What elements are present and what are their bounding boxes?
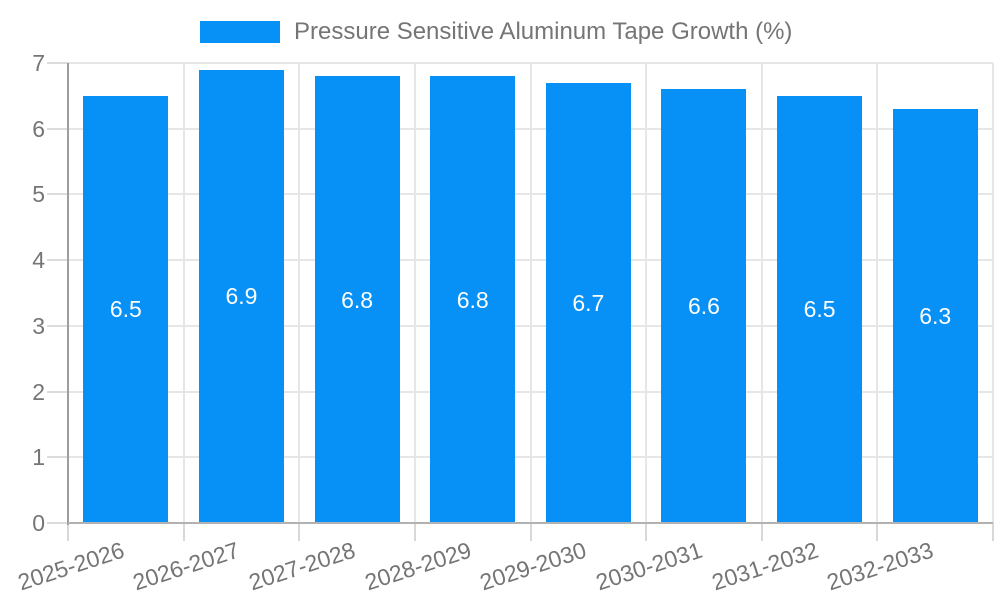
y-axis-tick-label: 6 — [32, 115, 45, 142]
bar[interactable]: 6.6 — [661, 89, 747, 523]
y-axis-tick-label: 3 — [32, 312, 45, 339]
y-axis-tick-label: 0 — [32, 510, 45, 536]
y-axis-tick — [47, 259, 68, 262]
y-axis-tick-label: 4 — [32, 247, 45, 274]
y-axis-tick — [47, 127, 68, 130]
legend-item[interactable]: Pressure Sensitive Aluminum Tape Growth … — [200, 18, 793, 45]
bar[interactable]: 6.7 — [545, 82, 631, 523]
x-axis-tick — [992, 523, 994, 541]
y-axis-tick-label: 1 — [32, 444, 45, 471]
x-axis-tick — [298, 523, 301, 541]
bar-value-label: 6.6 — [687, 293, 720, 320]
bar-value-label: 6.8 — [456, 286, 489, 313]
bar-value-label: 6.5 — [109, 296, 142, 323]
x-axis-tick — [760, 523, 763, 541]
x-axis-tick — [645, 523, 648, 541]
x-gridline — [992, 63, 994, 523]
x-gridline — [413, 63, 416, 523]
bar-value-label: 6.5 — [803, 296, 836, 323]
y-axis-tick — [47, 193, 68, 196]
bar[interactable]: 6.5 — [83, 95, 169, 523]
bar[interactable]: 6.9 — [198, 69, 284, 523]
legend-swatch — [200, 21, 280, 43]
legend-label: Pressure Sensitive Aluminum Tape Growth … — [294, 18, 793, 45]
y-axis-tick — [47, 456, 68, 459]
x-axis-tick — [876, 523, 879, 541]
x-axis-tick — [413, 523, 416, 541]
bar[interactable]: 6.8 — [430, 76, 516, 523]
bar[interactable]: 6.5 — [777, 95, 863, 523]
y-axis-tick-label: 7 — [32, 50, 45, 76]
y-axis-tick — [47, 522, 68, 524]
bar[interactable]: 6.3 — [892, 109, 978, 523]
x-axis-tick — [529, 523, 532, 541]
bar-value-label: 6.8 — [341, 286, 374, 313]
x-axis-tick — [182, 523, 185, 541]
x-gridline — [182, 63, 185, 523]
x-gridline — [876, 63, 879, 523]
x-axis-tick — [67, 523, 69, 541]
x-axis-line — [68, 522, 993, 524]
x-gridline — [298, 63, 301, 523]
y-axis-tick-label: 2 — [32, 378, 45, 405]
y-axis-tick — [47, 62, 68, 64]
x-gridline — [760, 63, 763, 523]
x-gridline — [529, 63, 532, 523]
y-axis-tick — [47, 324, 68, 327]
x-gridline — [645, 63, 648, 523]
y-axis-tick — [47, 390, 68, 393]
bar-value-label: 6.3 — [919, 303, 952, 329]
y-axis-line — [67, 63, 69, 525]
bar-value-label: 6.7 — [572, 289, 605, 316]
y-axis-tick-label: 5 — [32, 181, 45, 208]
bar[interactable]: 6.8 — [314, 76, 400, 523]
bar-value-label: 6.9 — [225, 283, 258, 310]
